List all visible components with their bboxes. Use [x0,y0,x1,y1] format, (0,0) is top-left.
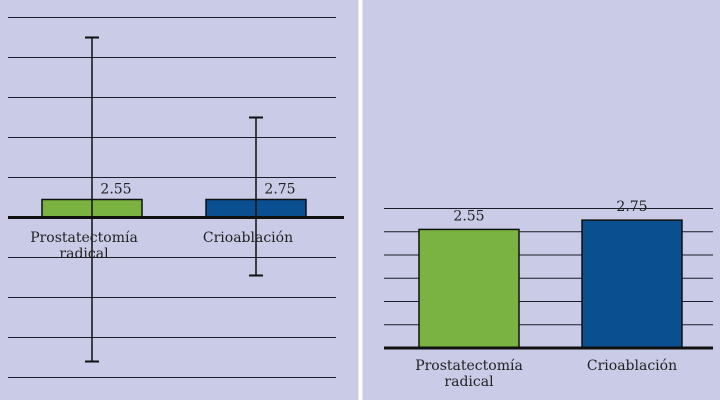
bar [581,219,683,349]
data-label: 2.75 [264,182,295,198]
category-label: Crioablación [203,230,293,246]
category-label: Prostatectomía radical [30,230,138,262]
bar [418,228,520,349]
left-chart: 2.55 Prostatectomía radical 2.75 Crioablació… [8,17,344,378]
data-label: 2.55 [100,182,131,198]
right-chart: 2.55 Prostatectomía radical 2.75 Crioablació… [384,199,713,390]
data-label: 2.55 [453,208,484,224]
category-label: Crioablación [587,358,677,374]
category-label: Prostatectomía radical [415,358,523,390]
data-label: 2.75 [616,199,647,215]
